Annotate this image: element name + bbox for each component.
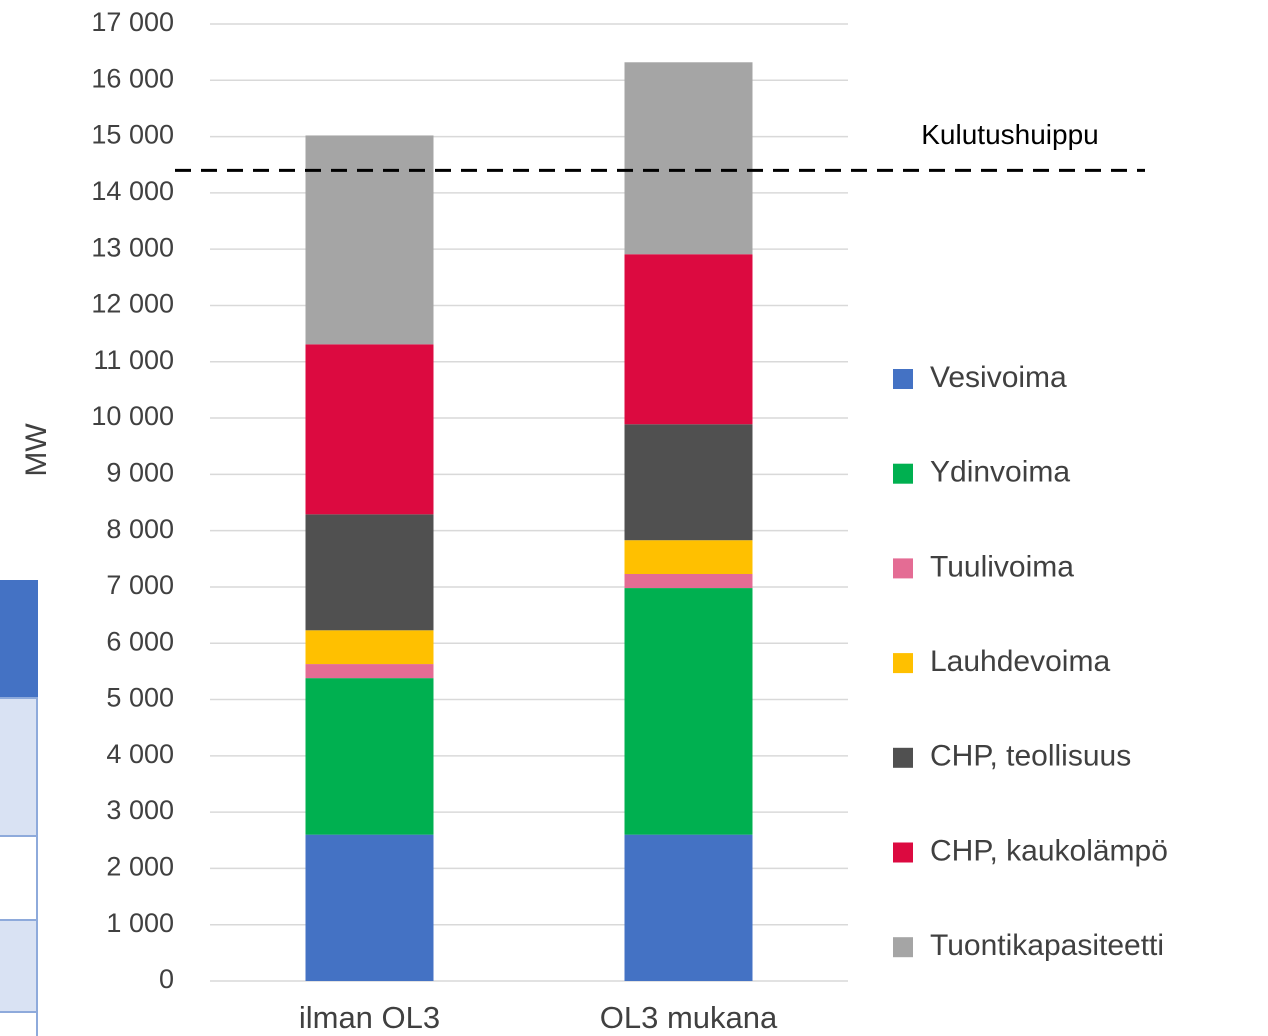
y-tick-label: 14 000: [91, 176, 174, 206]
y-tick-label: 16 000: [91, 63, 174, 93]
legend-swatch: [893, 842, 913, 863]
background-table: [0, 580, 38, 1036]
y-tick-label: 2 000: [106, 852, 174, 882]
y-tick-label: 15 000: [91, 120, 174, 150]
table-cell: [0, 919, 38, 1013]
bar-segment: [624, 424, 753, 541]
y-tick-label: 0: [159, 964, 174, 994]
y-tick-label: 5 000: [106, 683, 174, 713]
bar-segment: [305, 630, 434, 665]
legend-label: CHP, teollisuus: [930, 740, 1131, 773]
bar-segment: [305, 678, 434, 835]
y-tick-label: 17 000: [91, 7, 174, 37]
legend-swatch: [893, 653, 913, 674]
bar-segment: [624, 540, 753, 574]
y-axis-label: MW: [20, 423, 53, 477]
legend-swatch: [893, 369, 913, 389]
y-tick-label: 1 000: [106, 908, 174, 938]
table-cell: [0, 697, 38, 837]
legend-label: Tuontikapasiteetti: [930, 929, 1164, 962]
legend-swatch: [893, 937, 913, 958]
bar-segment: [624, 573, 753, 589]
legend-label: CHP, kaukolämpö: [930, 834, 1168, 867]
bar-segment: [305, 664, 434, 679]
bar-segment: [624, 588, 753, 835]
legend-label: Tuulivoima: [930, 550, 1074, 583]
y-tick-label: 7 000: [106, 570, 174, 600]
table-cell: [0, 835, 38, 921]
bar-segment: [624, 834, 753, 981]
legend-label: Ydinvoima: [930, 456, 1070, 489]
bar-segment: [305, 135, 434, 345]
y-tick-label: 11 000: [93, 345, 174, 375]
bar-segment: [624, 62, 753, 255]
y-tick-label: 4 000: [106, 739, 174, 769]
y-tick-label: 13 000: [91, 232, 174, 262]
bar-segment: [305, 834, 434, 981]
table-cell: [0, 1011, 38, 1036]
y-tick-label: 8 000: [106, 514, 174, 544]
bar-segment: [624, 254, 753, 425]
y-tick-label: 3 000: [106, 795, 174, 825]
table-header: [0, 580, 38, 698]
y-tick-label: 9 000: [106, 457, 174, 487]
legend-swatch: [893, 558, 913, 579]
bar-segment: [305, 344, 434, 515]
legend-label: Lauhdevoima: [930, 645, 1110, 678]
y-tick-label: 10 000: [91, 401, 174, 431]
reference-label: Kulutushuippu: [921, 119, 1098, 150]
y-tick-label: 6 000: [106, 626, 174, 656]
x-tick-label: ilman OL3: [299, 1000, 440, 1035]
legend-swatch: [893, 463, 913, 484]
x-tick-label: OL3 mukana: [600, 1000, 778, 1035]
legend-swatch: [893, 747, 913, 768]
bar-segment: [305, 514, 434, 631]
y-tick-label: 12 000: [91, 289, 174, 319]
legend-label: Vesivoima: [930, 361, 1067, 394]
